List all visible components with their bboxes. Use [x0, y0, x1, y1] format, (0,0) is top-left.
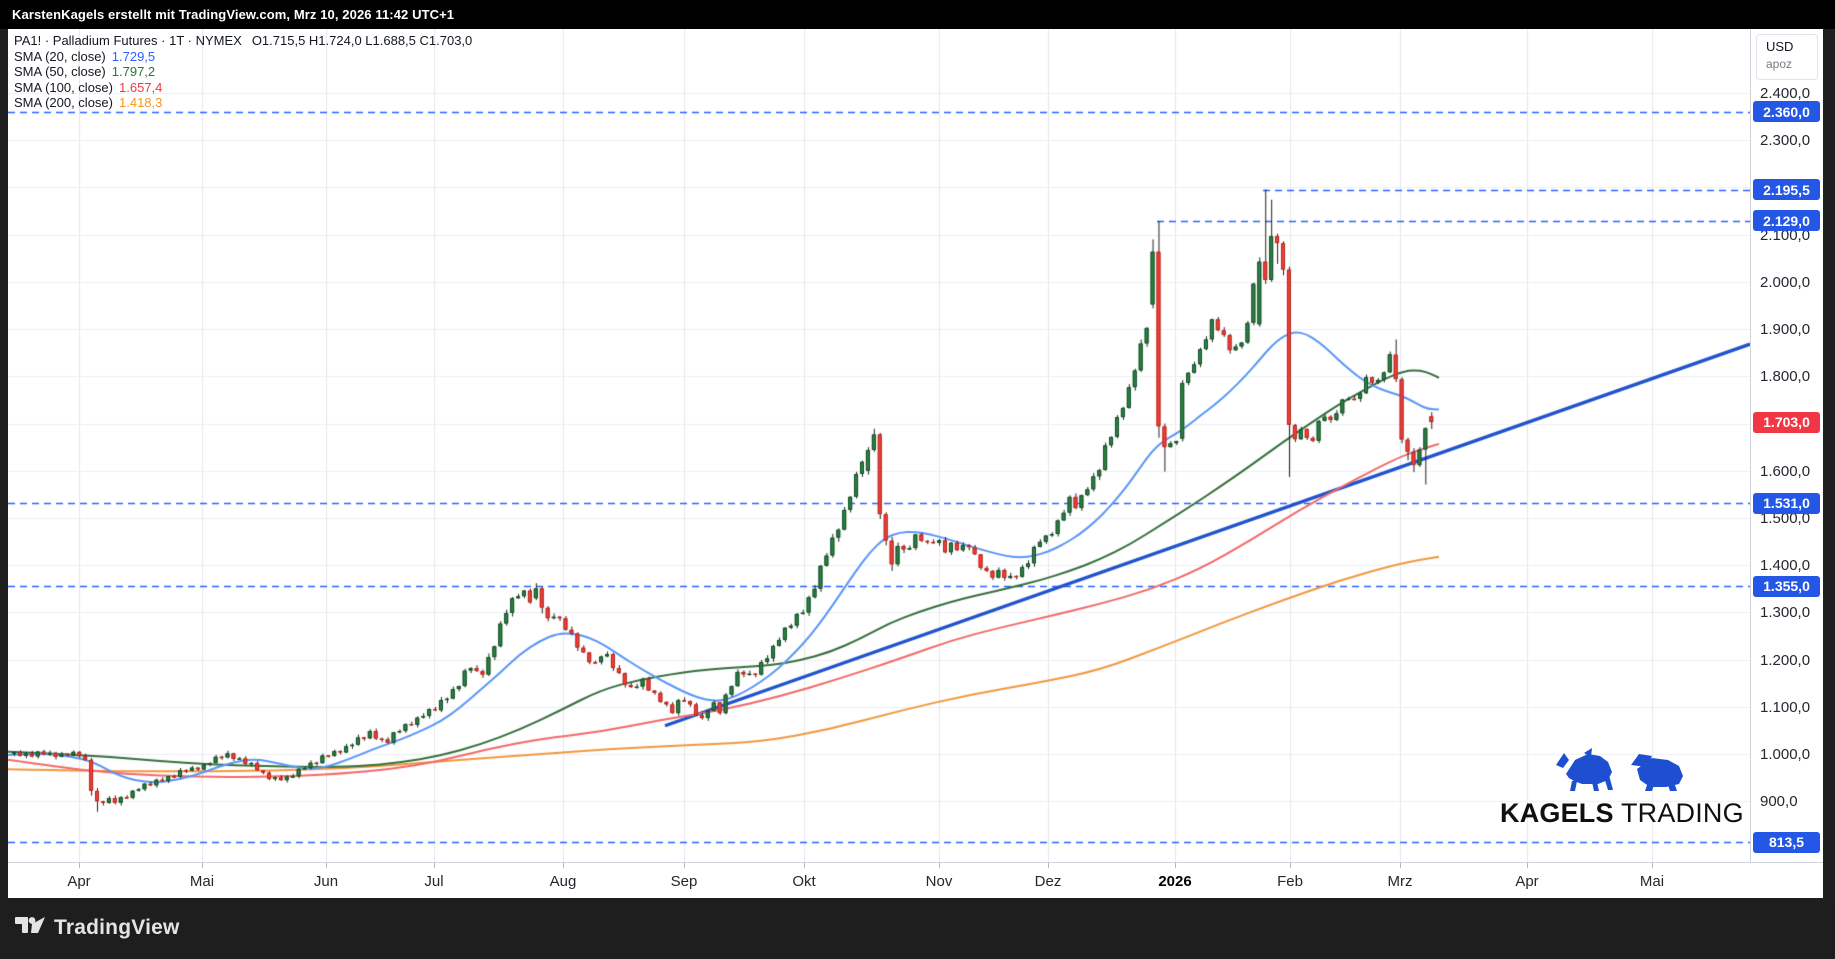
- price-chart-canvas[interactable]: [8, 29, 1750, 862]
- month-label: Mrz: [1387, 873, 1413, 890]
- sma-value: 1.797,2: [111, 64, 156, 79]
- price-tick-label: 1.500,0: [1760, 509, 1811, 527]
- month-tick: [1175, 863, 1176, 868]
- bull-icon: [1554, 747, 1618, 796]
- month-label: Jun: [313, 873, 339, 890]
- last-price-badge: 1.703,0: [1753, 411, 1820, 433]
- sma-legend-rows: SMA (20, close) 1.729,5 SMA (50, close) 1.7…: [14, 49, 472, 111]
- level-price-badge: 2.129,0: [1753, 210, 1820, 232]
- time-axis[interactable]: Apr Mai Jun Jul Aug Sep Okt Nov Dez 2026 Feb Mrz Apr…: [8, 862, 1823, 898]
- price-tick-label: 2.400,0: [1760, 85, 1811, 102]
- price-tick-label: 1.000,0: [1760, 746, 1811, 764]
- sma-legend-row[interactable]: SMA (200, close) 1.418,3: [14, 95, 472, 111]
- month-label: Feb: [1277, 873, 1303, 890]
- price-tick-label: 1.100,0: [1760, 698, 1811, 716]
- level-price-badge: 2.195,5: [1753, 179, 1820, 201]
- month-label: Sep: [670, 873, 698, 890]
- month-label: Dez: [1034, 873, 1062, 890]
- month-label: Mai: [189, 873, 215, 890]
- price-tick-label: 2.300,0: [1760, 132, 1811, 150]
- month-label: Okt: [792, 873, 816, 890]
- month-tick: [563, 863, 564, 868]
- sma-label: SMA (100, close): [14, 79, 113, 95]
- level-price-badge: 1.355,0: [1753, 575, 1820, 597]
- price-axis[interactable]: USD apoz 2.400,0 2.300,0 2.100,0 2.000,0 1.9…: [1750, 29, 1823, 862]
- tradingview-logo-text: TradingView: [54, 915, 180, 939]
- sma-value: 1.657,4: [119, 79, 163, 95]
- symbol-description: PA1! · Palladium Futures · 1T · NYMEX: [14, 33, 242, 48]
- sma-label: SMA (50, close): [14, 64, 106, 79]
- month-label: Mai: [1639, 873, 1665, 890]
- kagels-trading-watermark: KAGELS TRADING: [1500, 747, 1744, 829]
- unit-box: USD apoz: [1756, 34, 1818, 80]
- tradingview-mark-icon: [15, 912, 45, 943]
- sma-value: 1.418,3: [119, 95, 163, 110]
- sma-legend-row[interactable]: SMA (50, close) 1.797,2: [14, 64, 472, 80]
- price-tick-label: 2.000,0: [1760, 273, 1811, 291]
- month-label: 2026: [1158, 873, 1192, 890]
- month-tick: [1527, 863, 1528, 868]
- price-tick-label: 1.900,0: [1760, 321, 1811, 339]
- symbol-row[interactable]: PA1! · Palladium Futures · 1T · NYMEX O1.…: [14, 33, 472, 49]
- currency-label: USD: [1766, 39, 1794, 54]
- month-tick: [1048, 863, 1049, 868]
- sma-legend-row[interactable]: SMA (20, close) 1.729,5: [14, 49, 472, 65]
- level-price-badge: 813,5: [1753, 831, 1820, 853]
- sma-label: SMA (20, close): [14, 48, 106, 64]
- month-tick: [939, 863, 940, 868]
- month-label: Jul: [424, 873, 444, 890]
- brand-bold: KAGELS: [1500, 798, 1614, 828]
- sma-label: SMA (200, close): [14, 95, 113, 110]
- level-price-badge: 2.360,0: [1753, 101, 1820, 123]
- tradingview-logo: TradingView: [15, 912, 180, 943]
- price-tick-label: 1.400,0: [1760, 557, 1811, 575]
- level-price-badge: 1.531,0: [1753, 492, 1820, 514]
- chart-legend[interactable]: PA1! · Palladium Futures · 1T · NYMEX O1.…: [14, 33, 472, 111]
- ohlc-values: O1.715,5 H1.724,0 L1.688,5 C1.703,0: [251, 33, 473, 48]
- month-tick: [202, 863, 203, 868]
- month-tick: [1400, 863, 1401, 868]
- title-bar: KarstenKagels erstellt mit TradingView.c…: [0, 0, 1835, 29]
- price-tick-label: 900,0: [1760, 793, 1798, 811]
- price-tick-label: 1.300,0: [1760, 604, 1811, 622]
- price-tick-label: 1.200,0: [1760, 651, 1811, 669]
- month-label: Apr: [1515, 873, 1539, 890]
- month-tick: [684, 863, 685, 868]
- month-tick: [79, 863, 80, 868]
- month-label: Apr: [67, 873, 91, 890]
- title-bar-text: KarstenKagels erstellt mit TradingView.c…: [12, 7, 455, 22]
- right-edge-strip: [1823, 29, 1835, 898]
- month-tick: [1290, 863, 1291, 868]
- month-label: Aug: [549, 873, 577, 890]
- kagels-brand-text: KAGELS TRADING: [1500, 798, 1744, 829]
- kagels-logo-icons: [1500, 747, 1740, 796]
- month-tick: [1652, 863, 1653, 868]
- brand-regular: TRADING: [1620, 798, 1744, 828]
- footer-bar: TradingView: [0, 898, 1835, 959]
- month-label: Nov: [925, 873, 953, 890]
- month-tick: [326, 863, 327, 868]
- sma-legend-row[interactable]: SMA (100, close) 1.657,4: [14, 80, 472, 96]
- sma-value: 1.729,5: [111, 48, 156, 64]
- month-tick: [804, 863, 805, 868]
- bear-icon: [1628, 749, 1686, 796]
- unit-label: apoz: [1766, 57, 1793, 71]
- left-edge-strip: [0, 29, 8, 898]
- price-tick-label: 1.800,0: [1760, 368, 1811, 386]
- price-tick-label: 1.600,0: [1760, 462, 1811, 480]
- month-tick: [434, 863, 435, 868]
